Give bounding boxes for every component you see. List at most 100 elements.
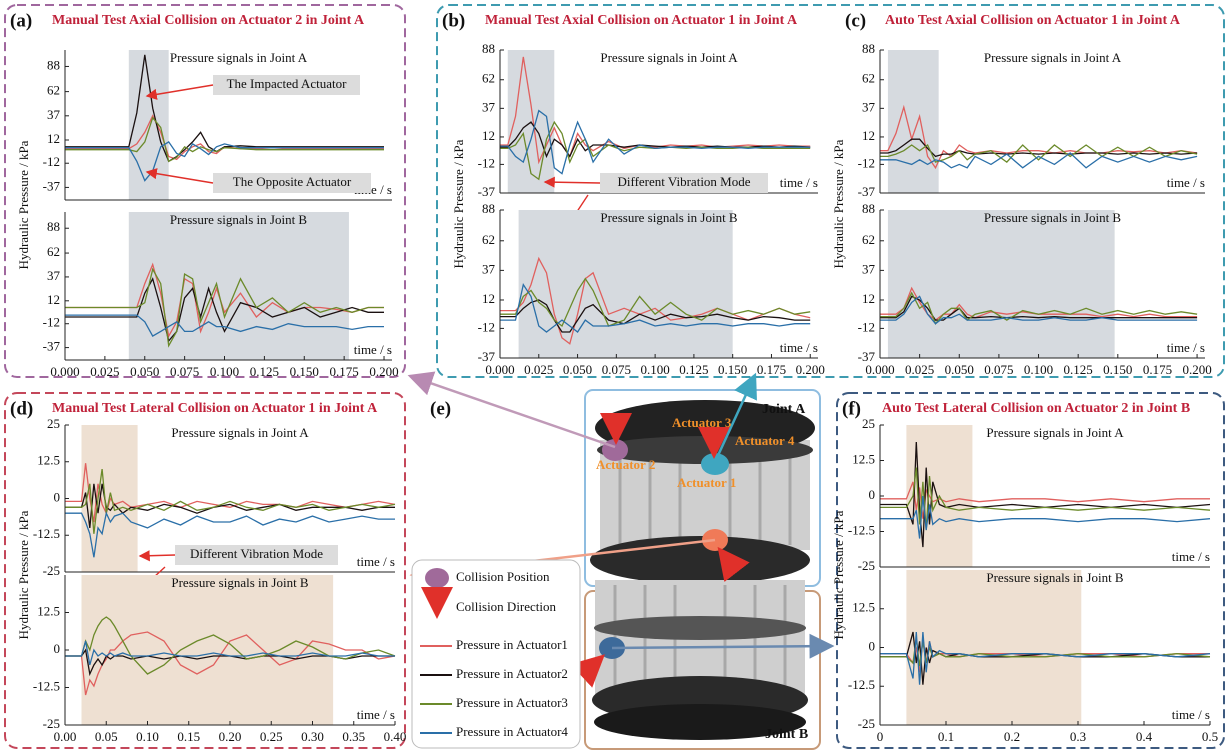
x-tick-label: 0.2 [1004,729,1020,744]
x-tick-label: 0.35 [342,729,365,744]
panel-label: (b) [442,10,465,31]
x-tick-label: 0.125 [1064,362,1093,377]
x-tick-label: 0.050 [563,362,592,377]
x-tick-label: 0.075 [602,362,631,377]
x-axis-label: time / s [354,342,392,357]
legend-label: Collision Direction [456,599,557,614]
x-tick-label: 0.025 [524,362,553,377]
series-line [65,55,384,162]
page: {"chart_data": [ {"type": "line", "panel… [0,0,1229,753]
y-tick-label: 37 [47,268,61,283]
panel-label: (e) [430,398,451,419]
y-tick-label: -12.5 [33,678,60,693]
joint-label: Joint B [765,727,808,742]
y-tick-label: -12.5 [848,677,875,692]
y-tick-label: 0 [869,638,876,653]
x-axis-label: time / s [780,340,818,355]
subplot-title: Pressure signals in Joint A [170,50,308,65]
x-tick-label: 0.175 [330,364,359,379]
x-tick-label: 0.4 [1136,729,1153,744]
x-tick-label: 0.000 [865,362,894,377]
x-tick-label: 0.40 [384,729,407,744]
highlight-region [888,50,939,193]
y-tick-label: 62 [862,232,875,247]
annotation: Different Vibration Mode [617,174,750,189]
annotation-arrow [545,182,600,183]
y-tick-label: 37 [862,261,876,276]
y-tick-label: -12.5 [848,522,875,537]
y-tick-label: -37 [43,339,61,354]
y-tick-label: -12.5 [33,526,60,541]
y-tick-label: 62 [862,71,875,86]
y-tick-label: -25 [858,558,875,573]
subplot-title: Pressure signals in Joint B [171,575,309,590]
x-axis-label: time / s [780,175,818,190]
y-tick-label: 88 [47,219,60,234]
highlight-region [906,570,1081,725]
x-tick-label: 0.075 [984,362,1013,377]
y-tick-label: 12 [862,291,875,306]
y-tick-label: 12.5 [37,603,60,618]
x-tick-label: 0.3 [1070,729,1086,744]
subplot-title: Pressure signals in Joint A [171,425,309,440]
joint-label: Joint A [762,402,806,417]
y-tick-label: 88 [482,41,495,56]
x-axis-label: time / s [1172,707,1210,722]
subplot-title: Pressure signals in Joint A [984,50,1122,65]
body: (e) Joint A Joint B Actuator 1 Actuator … [0,0,1229,753]
plate [590,536,810,584]
legend-label: Pressure in Actuator2 [456,666,568,681]
x-tick-label: 0.025 [905,362,934,377]
subplot: 88623712-12-370.0000.0250.0500.0750.1000… [858,201,1212,377]
x-tick-label: 0.175 [1143,362,1172,377]
x-tick-label: 0.075 [170,364,199,379]
highlight-region [888,210,1115,358]
y-tick-label: 25 [47,416,60,431]
x-tick-label: 0.100 [1024,362,1053,377]
y-tick-label: -37 [858,184,876,199]
x-tick-label: 0.000 [50,364,79,379]
x-tick-label: 0.125 [250,364,279,379]
panel-label: (a) [10,10,32,31]
y-tick-label: 37 [47,107,61,122]
y-axis-label: Hydraulic Pressure / kPa [831,510,846,639]
y-tick-label: -12 [478,155,495,170]
x-tick-label: 0.200 [369,364,398,379]
subplot: 88623712-12-37Pressure signals in Joint … [858,41,1205,199]
highlight-region [129,212,349,360]
highlight-region [82,575,334,725]
y-tick-label: 62 [482,232,495,247]
panel-title: Manual Test Axial Collision on Actuator … [485,13,798,28]
annotation-arrow [140,555,175,556]
actuator-label: Actuator 3 [672,415,732,430]
y-tick-label: 88 [47,57,60,72]
y-tick-label: 12.5 [852,451,875,466]
x-tick-label: 0.25 [260,729,283,744]
x-axis-label: time / s [1167,340,1205,355]
x-axis-label: time / s [1167,175,1205,190]
x-tick-label: 0.175 [757,362,786,377]
y-tick-label: -12 [43,315,60,330]
legend-label: Collision Position [456,569,550,584]
subplot-title: Pressure signals in Joint B [600,210,738,225]
panel-label: (f) [842,398,861,419]
panel-title: Manual Test Lateral Collision on Actuato… [52,401,378,416]
subplot-title: Pressure signals in Joint A [986,425,1124,440]
y-axis-label: Hydraulic Pressure / kPa [16,140,31,269]
series-line [65,116,384,160]
x-tick-label: 0.30 [301,729,324,744]
x-tick-label: 0.150 [1103,362,1132,377]
y-tick-label: 62 [47,244,60,259]
x-tick-label: 0.150 [718,362,747,377]
y-tick-label: 88 [862,41,875,56]
x-tick-label: 0.125 [679,362,708,377]
x-tick-label: 0.1 [938,729,954,744]
actuator-label: Actuator 4 [735,433,795,448]
panel-title: Manual Test Axial Collision on Actuator … [52,13,365,28]
panel-label: (c) [845,10,866,31]
subplot-title: Pressure signals in Joint B [984,210,1122,225]
y-tick-label: 88 [482,201,495,216]
y-tick-label: -12 [858,155,875,170]
x-tick-label: 0.15 [177,729,200,744]
